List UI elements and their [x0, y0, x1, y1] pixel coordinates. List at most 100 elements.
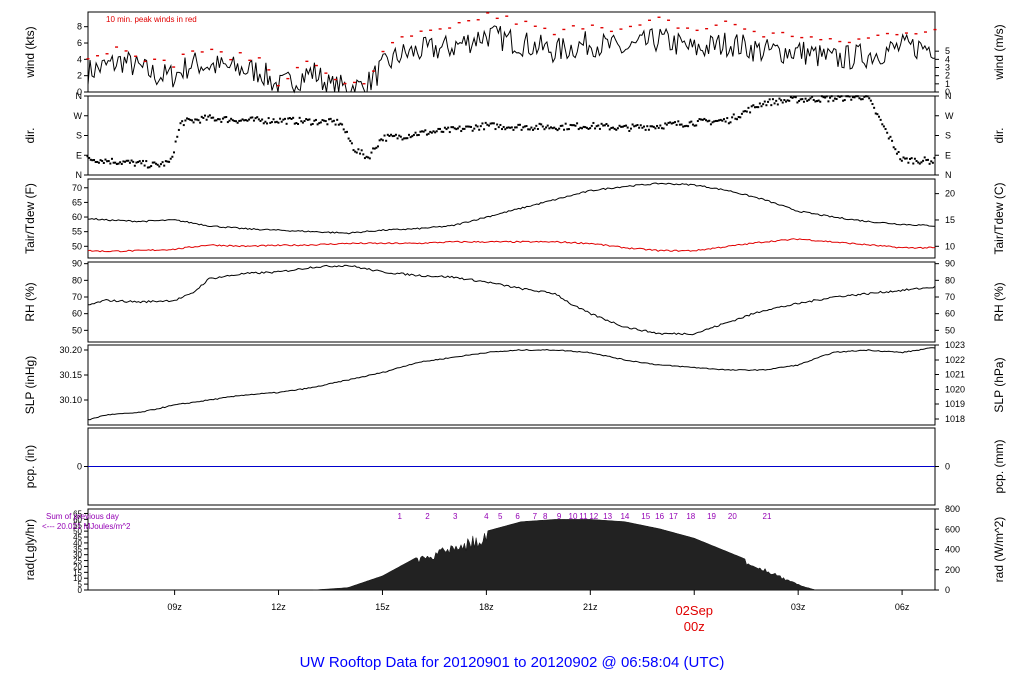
series-dot: [298, 116, 301, 119]
series-dot: [571, 124, 574, 127]
series-dot: [677, 120, 680, 123]
right-tick-label: 4: [945, 54, 950, 64]
right-axis-label: RH (%): [992, 282, 1006, 321]
series-dot: [496, 123, 499, 126]
series-dot: [855, 95, 858, 98]
series-rh-0: [87, 264, 936, 336]
series-dot: [775, 99, 778, 102]
series-dot: [807, 98, 810, 101]
series-dot: [589, 127, 592, 130]
series-dot: [434, 131, 437, 134]
series-dot: [889, 135, 892, 138]
series-dot: [686, 27, 690, 29]
series-dot: [140, 162, 143, 165]
series-dot: [881, 123, 884, 126]
series-dot: [770, 104, 773, 107]
series-dot: [86, 58, 90, 60]
series-dot: [765, 104, 768, 107]
series-dot: [760, 105, 763, 108]
series-dot: [505, 15, 509, 17]
series-dot: [161, 161, 164, 164]
series-dot: [662, 127, 665, 130]
series-dot: [626, 126, 629, 129]
series-dot: [153, 161, 156, 164]
series-dot: [737, 115, 740, 118]
series-dot: [448, 131, 451, 134]
series-wind-1: [86, 12, 937, 87]
right-axis-label: rad (W/m^2): [992, 517, 1006, 583]
right-tick-label: 5: [945, 46, 950, 56]
series-dot: [564, 122, 567, 125]
series-dot: [274, 121, 277, 124]
right-tick-label: 60: [945, 309, 955, 319]
series-dot: [802, 100, 805, 103]
series-dot: [345, 130, 348, 133]
series-dot: [228, 119, 231, 122]
panel-frame: [87, 11, 936, 93]
series-dot: [923, 31, 927, 33]
series-dot: [515, 126, 518, 129]
series-dot: [885, 32, 889, 35]
series-dot: [238, 52, 242, 54]
series-dot: [638, 24, 642, 26]
series-dot: [226, 121, 229, 124]
series-dot: [354, 150, 357, 153]
series-dot: [530, 126, 533, 129]
right-tick-label: 600: [945, 524, 960, 534]
series-dot: [200, 115, 203, 118]
series-dot: [484, 121, 487, 124]
series-dot: [518, 123, 521, 126]
series-dot: [698, 118, 701, 121]
series-dot: [262, 122, 265, 125]
series-dot: [276, 84, 280, 87]
series-dot: [134, 55, 138, 57]
series-dot: [667, 121, 670, 124]
series-dot: [786, 99, 789, 102]
series-dot: [541, 125, 544, 128]
series-dot: [497, 126, 500, 129]
left-tick-label: 0: [77, 87, 82, 97]
series-dot: [313, 119, 316, 122]
series-dot: [383, 134, 386, 137]
series-dot: [722, 118, 725, 121]
series-dot: [210, 48, 214, 51]
series-dot: [700, 118, 703, 121]
series-dot: [740, 112, 743, 115]
right-tick-label: 0: [945, 87, 950, 97]
series-dot: [133, 164, 136, 167]
series-dot: [150, 165, 153, 168]
series-dot: [691, 123, 694, 126]
series-dot: [120, 162, 123, 165]
series-dot: [605, 122, 608, 125]
series-dot: [410, 35, 414, 37]
series-dot: [197, 119, 200, 122]
series-dot: [828, 38, 832, 40]
series-dot: [824, 96, 827, 99]
left-axis-label: RH (%): [23, 282, 37, 321]
series-dot: [458, 125, 461, 128]
series-dot: [239, 119, 242, 122]
series-dot: [465, 125, 468, 128]
series-dot: [172, 151, 175, 154]
series-dot: [306, 118, 309, 121]
series-dot: [442, 130, 445, 133]
left-tick-label: 65: [73, 509, 82, 518]
series-dot: [520, 128, 523, 131]
series-dot: [532, 128, 535, 131]
series-dot: [476, 19, 480, 21]
series-dot: [236, 121, 239, 124]
series-dot: [332, 119, 335, 122]
series-dot: [192, 121, 195, 124]
left-axis-label: SLP (inHg): [23, 356, 37, 414]
series-dot: [868, 97, 871, 100]
series-dot: [277, 121, 280, 124]
series-dot: [122, 160, 125, 163]
series-dot: [733, 23, 737, 26]
hour-marker: 16: [655, 512, 664, 521]
series-dot: [406, 137, 409, 140]
series-dot: [314, 64, 318, 67]
left-tick-label: 80: [72, 275, 82, 285]
series-dot: [566, 128, 569, 131]
series-dot: [817, 99, 820, 102]
